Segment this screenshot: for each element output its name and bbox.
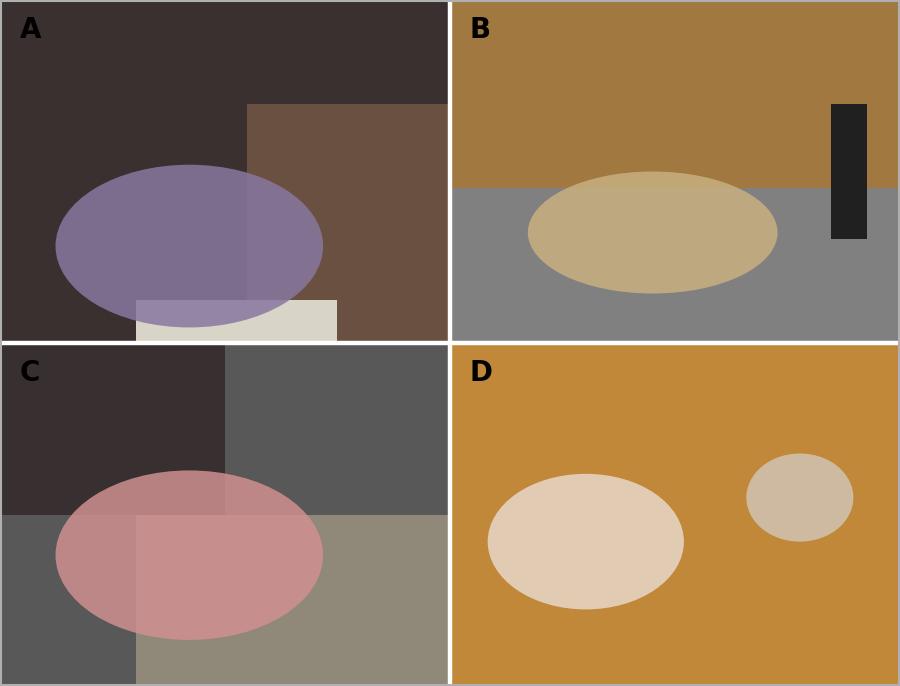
- Text: C: C: [20, 359, 40, 386]
- Ellipse shape: [746, 453, 853, 542]
- Bar: [831, 104, 867, 239]
- Ellipse shape: [56, 471, 323, 640]
- Bar: [136, 514, 448, 684]
- Bar: [2, 345, 225, 514]
- Text: A: A: [20, 16, 41, 43]
- Ellipse shape: [527, 172, 778, 294]
- Ellipse shape: [488, 474, 684, 609]
- Text: B: B: [470, 16, 491, 43]
- Ellipse shape: [56, 165, 323, 327]
- Bar: [452, 189, 898, 341]
- Bar: [248, 104, 448, 341]
- Text: D: D: [470, 359, 493, 386]
- Bar: [136, 300, 337, 341]
